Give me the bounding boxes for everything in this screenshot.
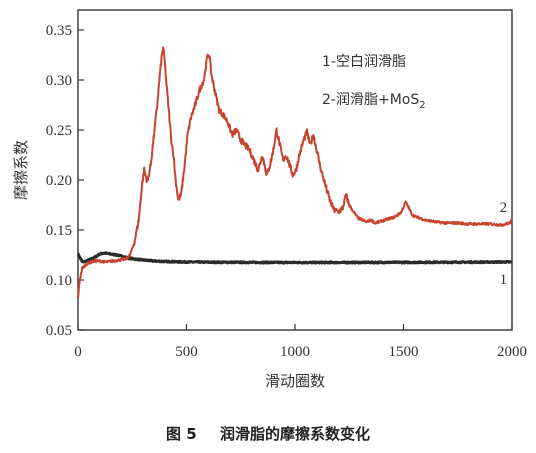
x-tick-label: 2000 bbox=[497, 344, 527, 360]
y-tick-label: 0.30 bbox=[46, 73, 72, 89]
x-axis-title: 滑动圈数 bbox=[265, 372, 325, 390]
curve-label-1: 1 bbox=[500, 272, 508, 288]
caption-text: 润滑脂的摩擦系数变化 bbox=[219, 425, 370, 443]
x-tick-label: 1000 bbox=[280, 344, 310, 360]
y-tick-label: 0.20 bbox=[46, 173, 72, 189]
legend-entry-1: 1-空白润滑脂 bbox=[322, 53, 406, 70]
legend-entry-2: 2-润滑脂+MoS2 bbox=[322, 91, 426, 111]
x-tick-label: 500 bbox=[175, 344, 198, 360]
labels-layer: 0.05 0.10 0.15 0.20 0.25 0.30 0.35 0 500 1000 1500… bbox=[12, 23, 527, 390]
series-layer bbox=[76, 46, 514, 298]
x-tick-label: 1500 bbox=[389, 344, 419, 360]
y-axis-title: 摩擦系数 bbox=[12, 140, 30, 200]
legend-subscript: 2 bbox=[419, 100, 425, 111]
y-tick-label: 0.35 bbox=[46, 23, 72, 39]
y-tick-label: 0.15 bbox=[46, 223, 72, 239]
curve-label-2: 2 bbox=[500, 200, 508, 216]
y-tick-label: 0.10 bbox=[46, 273, 72, 289]
y-tick-label: 0.25 bbox=[46, 123, 72, 139]
caption-number: 图 5 bbox=[166, 425, 197, 443]
figure-caption: 图 5 润滑脂的摩擦系数变化 bbox=[0, 423, 536, 444]
x-tick-label: 0 bbox=[74, 344, 82, 360]
series-line-2 bbox=[77, 46, 513, 298]
series-line-1 bbox=[76, 251, 514, 265]
axes bbox=[77, 9, 513, 331]
y-tick-label: 0.05 bbox=[46, 323, 72, 339]
